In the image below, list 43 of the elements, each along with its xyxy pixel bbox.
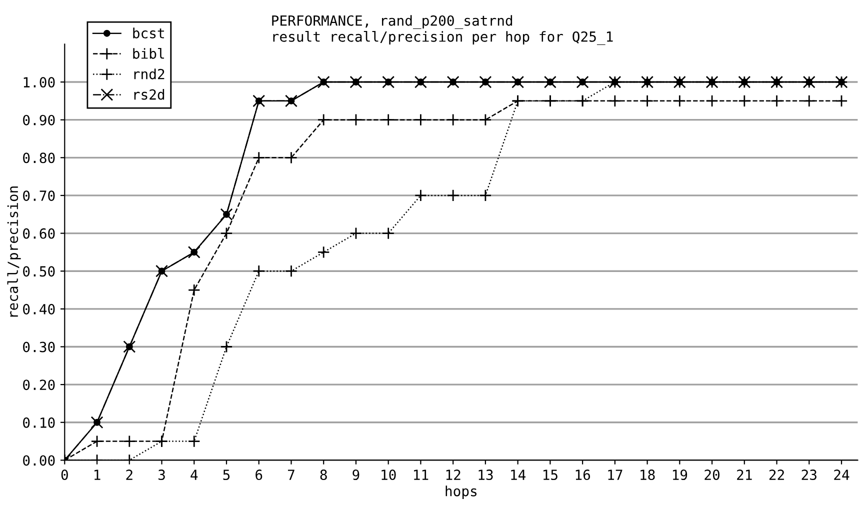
x-tick-label: 6: [256, 470, 262, 480]
x-tick-label: 8: [320, 470, 327, 480]
legend-label: rnd2: [134, 68, 164, 80]
legend-label: rs2d: [134, 89, 164, 100]
x-tick-label: 9: [352, 470, 360, 480]
y-tick-label: 0.50: [23, 266, 55, 277]
y-tick-label: 0.40: [23, 304, 55, 314]
x-tick-label: 0: [61, 470, 68, 480]
y-tick-label: 0.90: [23, 114, 55, 126]
y-axis-title: recall/precision: [7, 186, 21, 317]
x-tick-label: 2: [126, 470, 132, 480]
y-tick-label: 0.60: [23, 228, 55, 239]
x-tick-label: 17: [608, 470, 622, 480]
legend-label: bcst: [133, 28, 164, 38]
x-tick-label: 13: [478, 470, 493, 480]
y-tick-label: 0.00: [23, 455, 55, 466]
y-tick-label: 0.70: [23, 190, 55, 201]
y-tick-label: 0.20: [23, 380, 55, 390]
x-tick-label: 18: [640, 470, 655, 480]
x-tick-label: 11: [414, 470, 428, 480]
x-tick-label: 21: [737, 470, 752, 480]
x-tick-label: 23: [802, 470, 816, 480]
x-tick-label: 10: [382, 470, 396, 480]
x-tick-label: 14: [511, 470, 526, 480]
x-tick-label: 15: [543, 470, 558, 480]
y-tick-label: 1.00: [24, 77, 55, 88]
x-tick-label: 19: [672, 470, 688, 480]
x-tick-label: 1: [94, 470, 100, 480]
x-tick-label: 20: [704, 470, 720, 480]
legend-label: bibl: [133, 48, 164, 59]
x-tick-label: 5: [223, 470, 230, 480]
y-tick-label: 0.10: [23, 417, 55, 428]
x-tick-label: 24: [834, 470, 850, 480]
x-tick-label: 16: [576, 470, 590, 480]
x-axis-title: hops: [446, 486, 477, 500]
y-tick-label: 0.30: [23, 342, 55, 352]
x-tick-label: 7: [288, 470, 294, 480]
x-tick-label: 4: [190, 470, 198, 480]
y-tick-label: 0.80: [23, 152, 55, 164]
x-tick-label: 12: [446, 470, 460, 480]
x-tick-label: 22: [769, 470, 784, 480]
chart-title: PERFORMANCE, rand_p200_satrnd result recall/precision per hop for Q25_1: [272, 15, 613, 45]
x-tick-label: 3: [158, 470, 165, 480]
